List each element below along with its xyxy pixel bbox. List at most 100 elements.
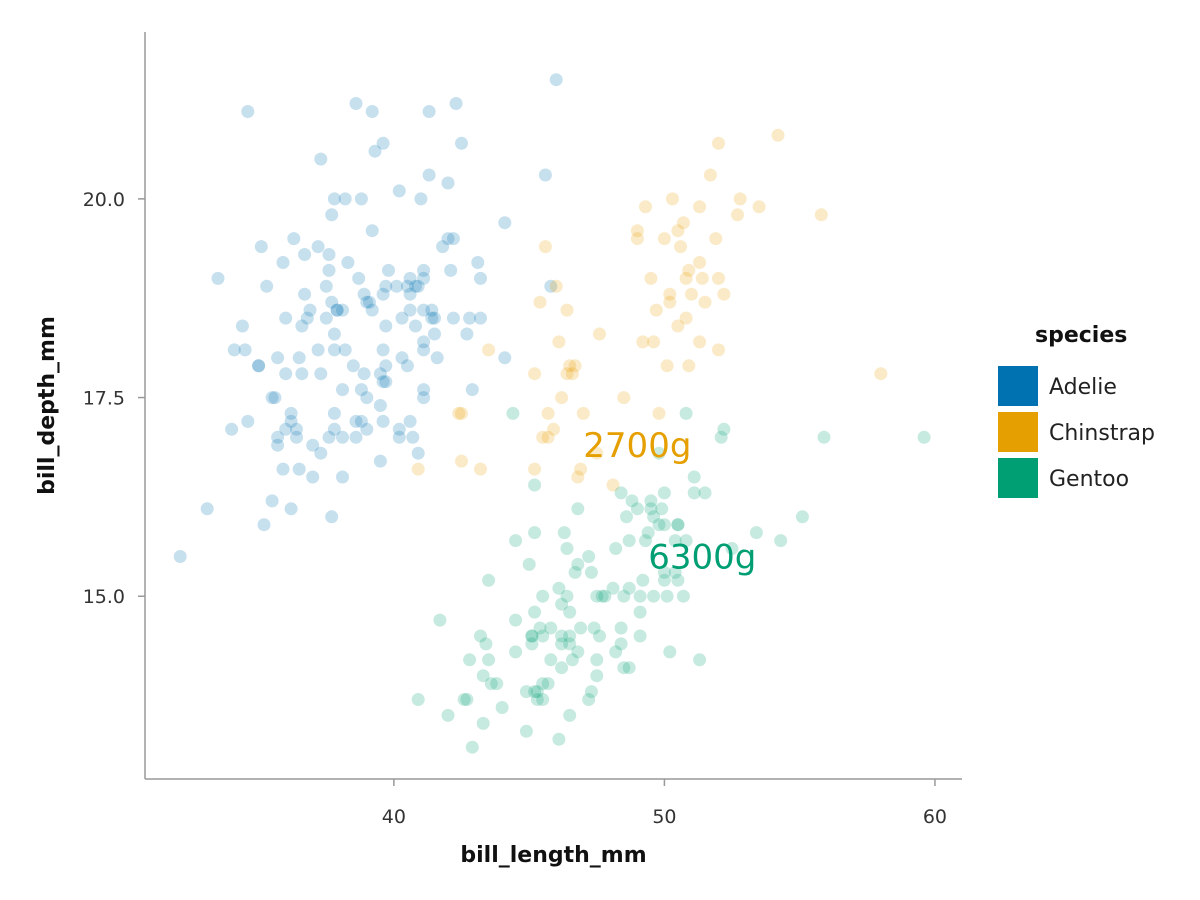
point-gentoo-67 [644,494,658,508]
point-adelie-59 [422,105,436,118]
point-gentoo-21 [525,629,539,643]
point-adelie-98 [252,359,266,373]
x-axis-title: bill_length_mm [460,843,646,868]
point-gentoo-62 [541,677,555,691]
point-chinstrap-66 [679,271,693,285]
point-adelie-81 [254,240,268,254]
point-adelie-76 [284,502,298,516]
point-gentoo-83 [657,518,671,532]
point-gentoo-65 [652,446,666,460]
point-gentoo-104 [584,685,598,699]
point-gentoo-71 [560,542,574,555]
point-adelie-95 [395,311,409,325]
x-tick-label-1: 50 [652,806,676,828]
point-gentoo-116 [509,534,523,548]
point-adelie-32 [411,279,425,293]
point-chinstrap-18 [560,303,574,317]
point-gentoo-15 [639,534,652,548]
point-gentoo-54 [563,637,577,651]
series-adelie [173,73,563,563]
point-gentoo-77 [687,486,701,500]
y-axis-title: bill_depth_mm [35,316,60,495]
point-gentoo-106 [433,613,447,627]
point-gentoo-48 [519,724,533,738]
point-chinstrap-28 [560,367,574,381]
point-adelie-16 [455,136,468,150]
point-gentoo-45 [484,677,498,691]
point-chinstrap-13 [712,343,725,357]
point-adelie-149 [428,311,441,325]
point-chinstrap-25 [712,271,725,285]
point-gentoo-24 [465,740,479,754]
point-gentoo-101 [817,430,831,444]
point-adelie-142 [314,446,328,460]
point-adelie-85 [303,303,317,317]
point-adelie-103 [379,279,393,293]
point-adelie-123 [403,271,417,285]
point-gentoo-73 [563,605,577,619]
point-gentoo-42 [530,693,544,706]
point-adelie-4 [368,144,382,158]
point-adelie-121 [425,311,439,325]
point-adelie-37 [322,248,336,261]
y-tick-label-2: 20.0 [83,189,125,211]
point-adelie-91 [376,343,390,357]
point-chinstrap-58 [663,287,677,301]
point-gentoo-31 [463,653,477,667]
x-tick-label-0: 40 [382,806,406,828]
point-chinstrap-54 [455,406,468,420]
point-adelie-105 [338,192,352,206]
point-adelie-48 [376,375,390,389]
point-gentoo-26 [509,645,523,659]
point-adelie-9 [327,422,341,436]
point-chinstrap-34 [649,303,663,317]
point-adelie-11 [417,383,431,397]
point-gentoo-64 [544,653,558,667]
point-chinstrap-33 [685,287,698,301]
point-adelie-45 [417,271,431,285]
point-adelie-120 [392,430,406,444]
point-adelie-148 [279,422,293,436]
point-chinstrap-40 [630,232,644,246]
point-gentoo-75 [620,510,633,524]
point-gentoo-23 [557,526,571,540]
point-chinstrap-46 [660,359,674,373]
point-adelie-111 [446,232,460,246]
axes-layer [144,32,962,780]
point-adelie-65 [417,263,431,277]
point-gentoo-80 [633,629,647,643]
point-gentoo-8 [476,716,490,730]
point-adelie-27 [330,303,344,317]
point-adelie-82 [314,367,328,381]
point-chinstrap-26 [671,319,685,333]
point-adelie-144 [365,303,379,317]
point-adelie-33 [290,430,303,444]
point-adelie-90 [225,422,239,436]
point-gentoo-0 [552,732,566,746]
point-gentoo-121 [528,605,542,619]
point-adelie-126 [360,422,374,436]
point-adelie-35 [354,192,368,206]
point-adelie-72 [265,391,279,405]
point-adelie-108 [336,470,349,484]
point-adelie-122 [257,518,271,532]
point-adelie-143 [360,295,374,309]
point-chinstrap-12 [576,406,590,420]
point-chinstrap-1 [657,232,671,246]
point-gentoo-53 [660,589,674,603]
point-adelie-15 [352,271,366,285]
point-adelie-84 [287,232,301,246]
point-gentoo-68 [482,653,496,667]
point-chinstrap-37 [712,136,725,150]
point-adelie-1 [373,399,387,412]
point-gentoo-102 [582,550,596,563]
point-gentoo-16 [441,708,455,722]
legend-swatch-chinstrap [998,412,1038,452]
point-adelie-141 [406,430,420,444]
point-adelie-83 [422,168,436,182]
point-gentoo-85 [679,406,693,420]
point-adelie-101 [327,192,341,206]
point-gentoo-119 [571,645,585,659]
point-adelie-42 [498,216,512,230]
point-adelie-66 [276,462,290,476]
